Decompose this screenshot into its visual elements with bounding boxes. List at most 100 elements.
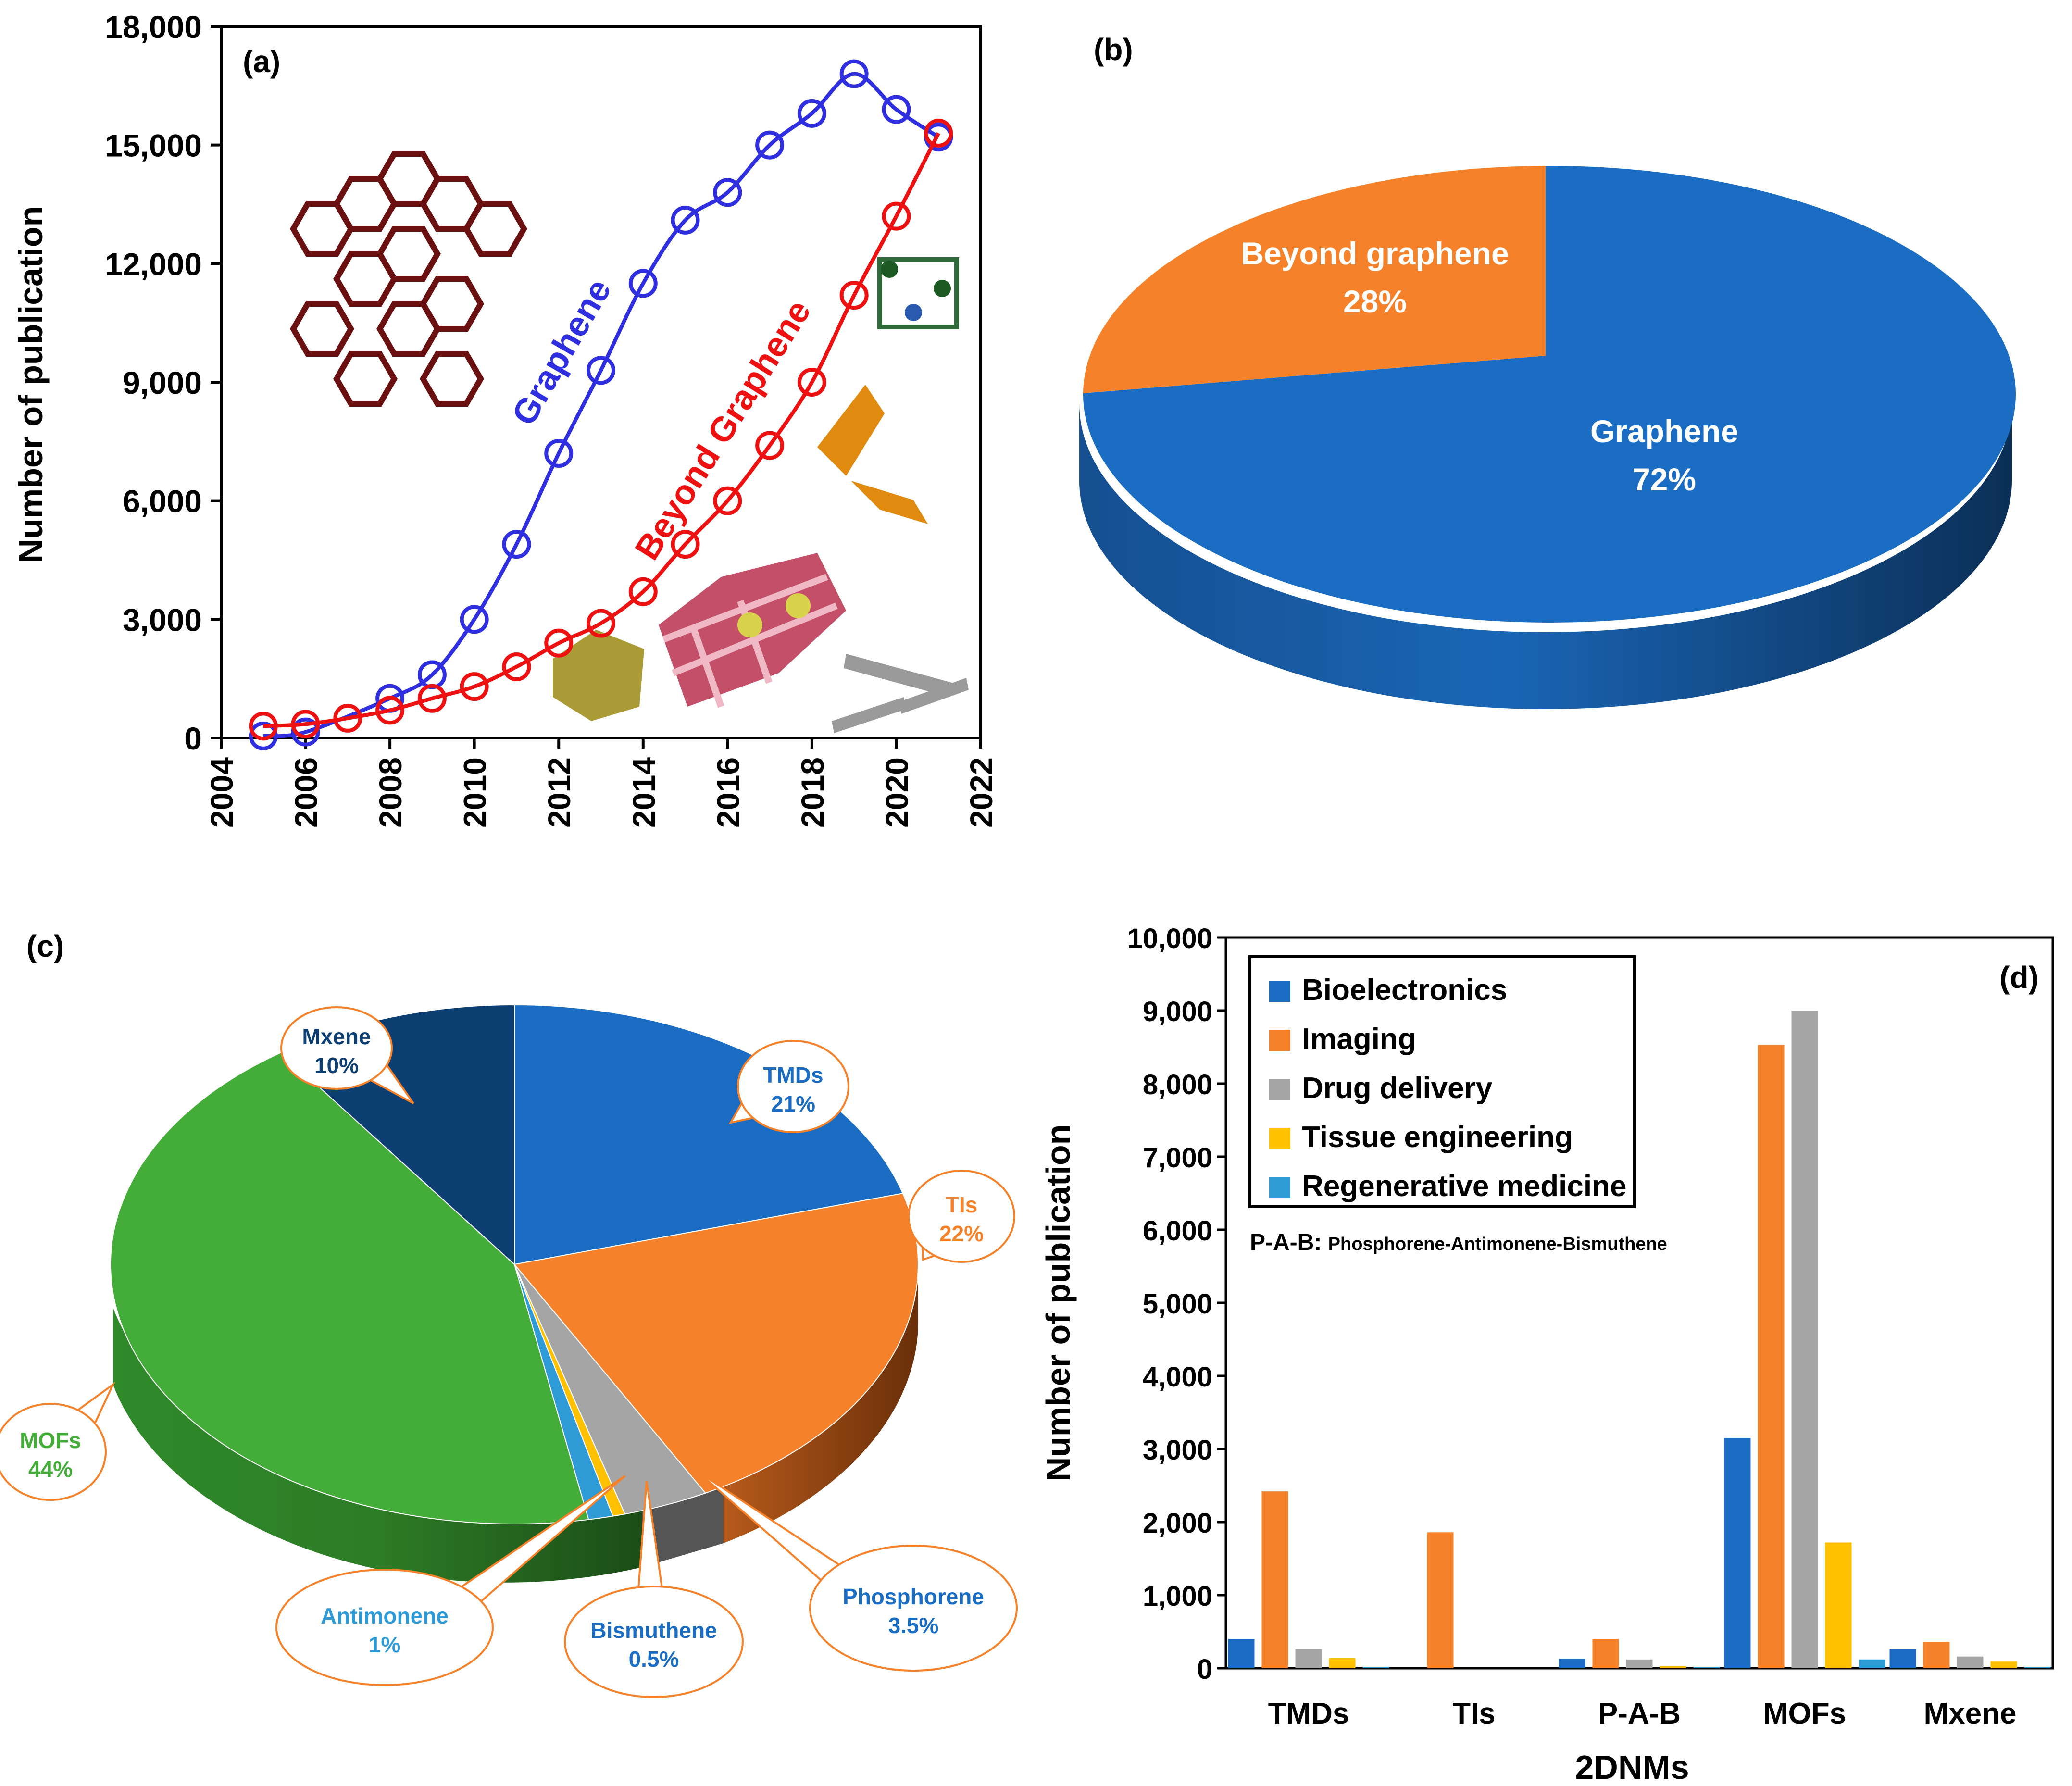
series-1-marker <box>587 609 615 638</box>
callout-tis-name: TIs <box>946 1192 977 1217</box>
pie-b-side-graphene <box>1079 404 2012 709</box>
series-1-marker <box>291 710 320 739</box>
a-x-tick-label: 2014 <box>626 757 662 828</box>
panel-a-y-ticks: 0 3,000 6,000 9,000 12,000 15,000 18,000 <box>105 9 221 756</box>
legend-swatch-3 <box>1269 1128 1290 1149</box>
callout-mxene-name: Mxene <box>302 1024 371 1049</box>
series-0-marker <box>460 605 489 634</box>
a-y-tick-label: 3,000 <box>123 602 202 637</box>
a-x-tick-label: 2022 <box>963 757 999 828</box>
d-y-tick-label: 7,000 <box>1143 1142 1212 1174</box>
a-x-tick-label: 2008 <box>373 757 408 828</box>
series-0-marker <box>671 205 700 235</box>
series-1-marker <box>924 119 953 148</box>
callout-bismuthene-name: Bismuthene <box>590 1618 717 1643</box>
bar-tmds-4 <box>1362 1666 1389 1668</box>
panel-b-label: (b) <box>1094 32 1133 67</box>
series-1-marker <box>797 368 826 397</box>
panel-a-x-ticks: 2004 2006 2008 2010 2012 2014 2016 2018 2020 2022 <box>204 738 999 828</box>
panel-a-ylabel: Number of publication <box>12 206 50 563</box>
legend-label-0: Bioelectronics <box>1302 974 1507 1007</box>
graphene-series-label: Graphene <box>505 273 619 432</box>
a-x-tick-label: 2004 <box>204 757 239 828</box>
d-y-tick-label: 3,000 <box>1143 1435 1212 1466</box>
pie-c-slice-mofs <box>110 1052 589 1524</box>
series-0-marker <box>544 439 574 468</box>
a-x-tick-label: 2016 <box>710 757 746 828</box>
bar-mxene-2 <box>1957 1656 1984 1668</box>
series-0-marker <box>628 269 658 298</box>
callout-tmds-pct: 21% <box>771 1091 815 1116</box>
bar-mxene-3 <box>1990 1661 2017 1668</box>
series-1-marker <box>628 577 658 606</box>
pie-c-callouts: Mxene 10% TMDs 21% TIs 22% MOFs 44% Antimonene 1%… <box>0 1006 1018 1698</box>
d-y-tick-label: 1,000 <box>1143 1581 1212 1612</box>
bar-tmds-0 <box>1228 1639 1255 1668</box>
d-y-tick-label: 5,000 <box>1143 1288 1212 1320</box>
series-1-marker <box>460 672 489 701</box>
panel-d-note: P-A-B: Phosphorene-Antimonene-Bismuthene <box>1250 1230 1667 1255</box>
legend-label-1: Imaging <box>1302 1023 1416 1056</box>
d-y-tick-label: 9,000 <box>1143 996 1212 1027</box>
callout-antimonene-name: Antimonene <box>321 1603 449 1628</box>
panel-d-note-text: Phosphorene-Antimonene-Bismuthene <box>1328 1234 1667 1254</box>
panel-c-label: (c) <box>26 929 64 963</box>
d-x-tick-label: TMDs <box>1268 1697 1349 1730</box>
panel-d-ylabel: Number of publication <box>1039 1124 1077 1482</box>
callout-mxene-pct: 10% <box>314 1053 359 1078</box>
callout-mxene-bubble <box>280 1006 393 1090</box>
a-x-tick-label: 2018 <box>795 757 830 828</box>
series-0-marker <box>713 178 742 207</box>
bar-tmds-3 <box>1329 1658 1356 1668</box>
callout-antimonene-pct: 1% <box>369 1632 400 1657</box>
panel-d: (d) Number of publication 2DNMs 0 1,000 2,… <box>1039 923 2054 1786</box>
bar-mofs-4 <box>1859 1659 1885 1668</box>
series-line-1 <box>263 132 940 728</box>
callout-tmds-name: TMDs <box>763 1062 823 1087</box>
callout-tmds-bubble <box>737 1040 849 1133</box>
d-y-tick-label: 4,000 <box>1143 1361 1212 1393</box>
callout-mofs-name: MOFs <box>20 1428 81 1453</box>
legend-swatch-4 <box>1269 1177 1290 1198</box>
callout-bismuthene-bubble <box>564 1586 744 1698</box>
series-1-marker <box>544 628 574 658</box>
legend-label-3: Tissue engineering <box>1302 1121 1573 1154</box>
panel-d-xlabel: 2DNMs <box>1575 1749 1689 1786</box>
a-y-tick-label: 9,000 <box>123 365 202 400</box>
callout-phosphorene-name: Phosphorene <box>843 1584 984 1609</box>
graphene-lattice-illustration <box>290 151 527 407</box>
legend-swatch-0 <box>1269 981 1290 1002</box>
a-y-tick-label: 6,000 <box>123 484 202 519</box>
bar-mxene-4 <box>2024 1666 2051 1668</box>
bar-mofs-3 <box>1825 1542 1852 1668</box>
a-y-tick-label: 0 <box>184 721 202 756</box>
a-y-tick-label: 15,000 <box>105 128 202 163</box>
pie-b-label-beyond-name: Beyond graphene <box>1241 236 1509 271</box>
bar-mxene-0 <box>1889 1649 1916 1668</box>
series-1-marker <box>671 530 700 559</box>
panel-a-label: (a) <box>243 44 280 79</box>
panel-a-series <box>249 59 953 750</box>
d-y-tick-label: 2,000 <box>1143 1508 1212 1539</box>
series-0-marker <box>755 130 785 160</box>
callout-tis-bubble <box>908 1170 1015 1263</box>
d-y-tick-label: 8,000 <box>1143 1069 1212 1100</box>
bar-p-a-b-4 <box>1693 1666 1720 1668</box>
beyond-graphene-series-label: Beyond Graphene <box>628 293 818 566</box>
bar-tmds-2 <box>1295 1649 1322 1668</box>
callout-bismuthene-pct: 0.5% <box>629 1647 679 1672</box>
pie-b-slice-graphene <box>1083 165 2016 623</box>
bar-p-a-b-1 <box>1592 1639 1619 1668</box>
series-1-marker <box>417 684 447 713</box>
d-x-tick-label: P-A-B <box>1598 1697 1681 1730</box>
d-x-tick-label: MOFs <box>1763 1697 1846 1730</box>
panel-d-y-ticks: 0 1,000 2,000 3,000 4,000 5,000 6,000 7,000 8,00… <box>1127 923 1226 1685</box>
legend-label-2: Drug delivery <box>1302 1072 1493 1105</box>
series-1-marker <box>839 281 869 310</box>
d-x-tick-label: Mxene <box>1924 1697 2017 1730</box>
pie-b-label-beyond-pct: 28% <box>1343 284 1407 319</box>
series-1-marker <box>375 696 405 725</box>
panel-a: (a) Number of publication 0 3,000 6,000 9,0… <box>12 9 999 828</box>
d-y-tick-label: 0 <box>1197 1654 1212 1685</box>
